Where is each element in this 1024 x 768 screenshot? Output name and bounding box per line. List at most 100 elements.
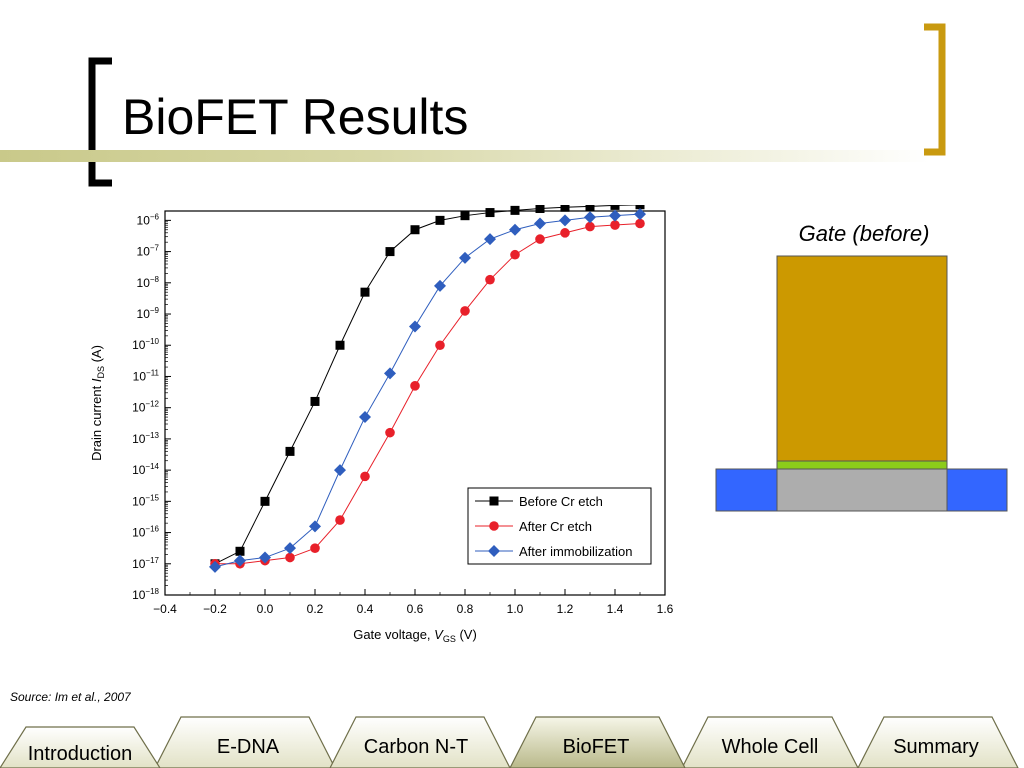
data-point [359, 411, 371, 424]
data-point [459, 251, 471, 264]
legend-label: Before Cr etch [519, 494, 603, 509]
data-point [560, 228, 570, 238]
nav-tab-shape [0, 726, 161, 768]
x-tick-label: −0.2 [203, 602, 227, 616]
nav-tab-e-dna[interactable]: E-DNA [216, 736, 280, 758]
y-tick-label: 10−15 [132, 493, 159, 508]
data-point [509, 223, 521, 236]
data-point [209, 560, 221, 573]
data-point [360, 471, 370, 482]
x-axis-title: Gate voltage, VGS (V) [353, 627, 477, 644]
right-bracket-decoration [924, 23, 946, 156]
data-point [510, 205, 520, 215]
data-point [385, 247, 395, 257]
y-tick-label: 10−7 [137, 244, 160, 259]
data-point [284, 542, 296, 555]
data-point [285, 552, 295, 563]
nav-tab-summary[interactable]: Summary [893, 736, 979, 758]
data-point [334, 464, 346, 477]
data-point [534, 217, 546, 230]
data-point [560, 205, 570, 212]
data-point [610, 205, 620, 210]
data-point [435, 340, 445, 351]
data-point [585, 205, 595, 211]
x-tick-label: −0.4 [153, 602, 177, 616]
gate-electrode [776, 255, 948, 462]
drain-contact [946, 468, 1008, 512]
data-point [309, 520, 321, 533]
data-point [635, 205, 645, 210]
legend-label: After immobilization [519, 544, 632, 559]
data-point [260, 496, 270, 506]
title-underline-bar [0, 150, 930, 162]
drain-current-chart: 10−6 10−7 10−8 10−9 10−10 10−11 10−12 10−13 10−1… [89, 205, 674, 644]
data-point [335, 340, 345, 350]
data-point [360, 287, 370, 297]
x-tick-label: 1.6 [657, 602, 674, 616]
data-point [484, 233, 496, 246]
nav-tab-shape [681, 716, 859, 768]
chart-legend: Before Cr etch After Cr etch After immobil… [467, 487, 652, 565]
data-point [384, 367, 396, 380]
data-point [285, 446, 295, 456]
x-tick-label: 0.2 [307, 602, 324, 616]
data-point [235, 546, 245, 556]
data-point [485, 274, 495, 285]
data-point [609, 209, 621, 222]
y-tick-label: 10−6 [137, 212, 160, 227]
data-point [635, 218, 645, 229]
gate-before-label: Gate (before) [798, 221, 930, 246]
y-tick-label: 10−11 [133, 368, 160, 383]
y-tick-label: 10−10 [132, 337, 159, 352]
data-point [460, 211, 470, 221]
data-point [584, 211, 596, 224]
nav-tab-carbon-n-t[interactable]: Carbon N-T [363, 736, 469, 758]
data-point [385, 427, 395, 438]
data-point [310, 396, 320, 406]
legend-marker [488, 545, 500, 557]
x-tick-label: 1.2 [557, 602, 574, 616]
data-point [510, 249, 520, 260]
x-tick-label: 0.8 [457, 602, 474, 616]
data-point [634, 208, 646, 221]
y-tick-label: 10−8 [137, 275, 160, 290]
data-point [335, 515, 345, 525]
x-tick-label: 0.4 [357, 602, 374, 616]
data-point [435, 215, 445, 225]
slide-title: BioFET Results [122, 89, 469, 145]
data-point [310, 543, 320, 553]
nav-tab-biofet[interactable]: BioFET [562, 736, 630, 758]
y-tick-label: 10−16 [132, 525, 159, 540]
channel-region [776, 468, 948, 512]
data-point [559, 214, 571, 227]
y-tick-label: 10−17 [132, 556, 159, 571]
y-tick-label: 10−18 [132, 587, 159, 602]
data-point [535, 234, 545, 244]
nav-tab-shape [509, 716, 686, 768]
left-bracket-decoration [88, 57, 112, 187]
y-tick-label: 10−12 [132, 400, 159, 415]
legend-marker [489, 496, 499, 506]
legend-marker [489, 521, 499, 531]
source-contact [715, 468, 778, 512]
nav-tab-whole-cell[interactable]: Whole Cell [721, 736, 819, 758]
data-point [259, 551, 271, 564]
nav-tab-introduction[interactable]: Introduction [27, 743, 133, 765]
x-tick-label: 1.4 [607, 602, 624, 616]
data-point [585, 221, 595, 232]
x-tick-label: 0.0 [257, 602, 274, 616]
legend-label: After Cr etch [519, 519, 592, 534]
section-nav-tabs [0, 716, 1019, 768]
source-citation: Source: Im et al., 2007 [10, 690, 131, 704]
nav-tab-shape [154, 716, 336, 768]
nav-tab-shape [329, 716, 511, 768]
y-tick-label: 10−9 [137, 306, 160, 321]
gate-dielectric-layer [776, 460, 948, 470]
x-tick-label: 1.0 [507, 602, 524, 616]
data-point [234, 554, 246, 567]
data-point [434, 279, 446, 292]
biofet-cross-section [715, 255, 1008, 512]
data-point [410, 381, 420, 391]
nav-tab-shape [857, 716, 1019, 768]
data-point [610, 220, 620, 230]
